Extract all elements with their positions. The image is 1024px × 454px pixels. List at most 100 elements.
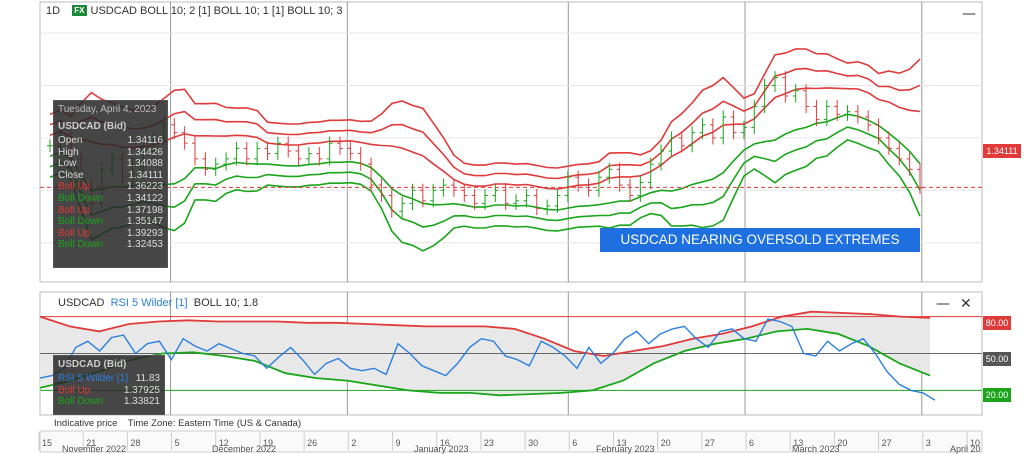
info-row: Boll Down 1.32453 <box>54 239 167 251</box>
info-row-label: Open <box>58 135 83 146</box>
price-bar <box>885 131 892 155</box>
indicative-price-label: Indicative price <box>54 418 118 429</box>
x-day-label: 26 <box>307 438 317 448</box>
price-bar <box>223 152 230 171</box>
price-bar <box>212 157 219 176</box>
minimize-rsi-pane[interactable]: — <box>936 296 950 312</box>
price-bar <box>564 170 571 203</box>
price-bar <box>492 183 499 203</box>
timezone-label[interactable]: Time Zone: Eastern Time (US & Canada) <box>127 418 302 429</box>
price-bar <box>181 126 188 150</box>
boll-1-upper-band <box>49 87 921 190</box>
price-bar <box>243 141 250 166</box>
price-bar <box>316 147 323 166</box>
info-row-label: High <box>58 146 79 158</box>
info-row: Boll Up 1.39293 <box>54 228 167 240</box>
price-bar <box>264 141 271 161</box>
x-month-label: November 2022 <box>62 444 126 454</box>
x-day-label: 13 <box>793 438 803 448</box>
info-row-label: Boll Up <box>58 181 91 193</box>
info-row: Boll Up 1.37198 <box>54 205 167 217</box>
price-bar <box>834 99 841 121</box>
x-day-label: 20 <box>837 438 847 448</box>
info-row-label: Low <box>58 158 77 170</box>
info-row: Boll Up 1.36223 <box>54 181 167 193</box>
price-legend: 1D FX USDCAD BOLL 10; 2 [1] BOLL 10; 1 [1… <box>46 5 342 17</box>
annotation-banner: USDCAD NEARING OVERSOLD EXTREMES <box>600 228 920 252</box>
x-day-label: 27 <box>705 438 715 448</box>
x-day-label: 3 <box>926 438 931 448</box>
price-bar <box>709 118 716 145</box>
rsi-boll-upper <box>39 310 931 357</box>
x-day-label: 6 <box>749 438 754 448</box>
price-bar <box>285 136 292 158</box>
info-row: Open 1.34116 <box>54 135 167 147</box>
price-bar <box>720 110 727 145</box>
price-bar <box>544 199 551 216</box>
x-day-label: 30 <box>528 438 538 448</box>
price-bar <box>668 131 675 158</box>
info-row-value: 1.37925 <box>123 384 160 396</box>
price-bar <box>461 183 468 203</box>
x-day-label: 19 <box>263 438 273 448</box>
price-bar <box>533 188 540 216</box>
x-month-label: March 2023 <box>792 444 840 454</box>
price-bar <box>689 126 696 153</box>
fx-badge: FX <box>72 5 87 16</box>
x-day-label: 27 <box>882 438 892 448</box>
price-bar <box>782 71 789 103</box>
info-row: Boll Down 1.34122 <box>54 193 167 205</box>
price-bar <box>699 118 706 140</box>
x-day-label: 13 <box>616 438 626 448</box>
price-bar <box>368 157 375 192</box>
last-price-tag: 1.34111 <box>983 144 1021 158</box>
info-row-label: Boll Up <box>58 204 91 216</box>
x-month-label: December 2022 <box>212 444 276 454</box>
price-bar <box>171 118 178 140</box>
rsi-info-panel: USDCAD (Bid) RSI 5 Wilder [1] 11.83 Boll U… <box>53 355 165 415</box>
price-bar <box>751 99 758 134</box>
info-row: Boll Down 1.35147 <box>54 216 167 228</box>
x-day-label: 15 <box>42 438 52 448</box>
info-row-value: 1.33821 <box>123 396 160 408</box>
x-day-label: 23 <box>484 438 494 448</box>
info-row-label: Close <box>58 169 84 181</box>
price-bar <box>357 147 364 171</box>
price-bar <box>305 147 312 166</box>
price-pane <box>40 48 982 252</box>
rsi-level-50-tag: 50.00 <box>983 352 1011 366</box>
info-row-label: Boll Down <box>58 396 104 408</box>
price-bar <box>896 141 903 166</box>
rsi-boll-label[interactable]: BOLL 10; 1.8 <box>193 297 259 309</box>
interval-label[interactable]: 1D <box>46 5 61 17</box>
price-bar <box>627 178 633 203</box>
rsi-info-rows: RSI 5 Wilder [1] 11.83 Boll Up 1.37925 Boll … <box>54 373 164 408</box>
price-bar <box>326 136 333 166</box>
price-bar <box>740 120 747 140</box>
x-day-label: 9 <box>396 438 401 448</box>
rsi-info-title: USDCAD (Bid) <box>58 359 127 370</box>
price-bar <box>388 188 395 218</box>
price-bar <box>730 110 737 140</box>
x-day-label: 20 <box>661 438 671 448</box>
x-day-label: 21 <box>86 438 96 448</box>
minimize-price-pane[interactable]: — <box>962 6 976 22</box>
info-row: Boll Up 1.37925 <box>54 385 164 397</box>
price-bar <box>47 139 53 153</box>
price-bar <box>295 144 302 166</box>
info-row: Boll Down 1.33821 <box>54 396 164 408</box>
rsi-indicator-label[interactable]: RSI 5 Wilder [1] <box>110 297 188 309</box>
close-rsi-pane[interactable]: ✕ <box>960 296 972 312</box>
price-bar <box>419 183 426 208</box>
rsi-level-80-tag: 80.00 <box>983 316 1011 330</box>
price-bar <box>202 152 209 176</box>
x-day-label: 12 <box>219 438 229 448</box>
price-bar <box>399 196 406 218</box>
x-day-label: 2 <box>351 438 356 448</box>
info-row-value: 1.39293 <box>126 227 163 239</box>
price-bar <box>647 157 654 189</box>
boll-3-lower-band <box>49 139 921 252</box>
info-row-label: Boll Up <box>58 227 91 239</box>
indicator-legend[interactable]: USDCAD BOLL 10; 2 [1] BOLL 10; 1 [1] BOL… <box>90 5 343 17</box>
